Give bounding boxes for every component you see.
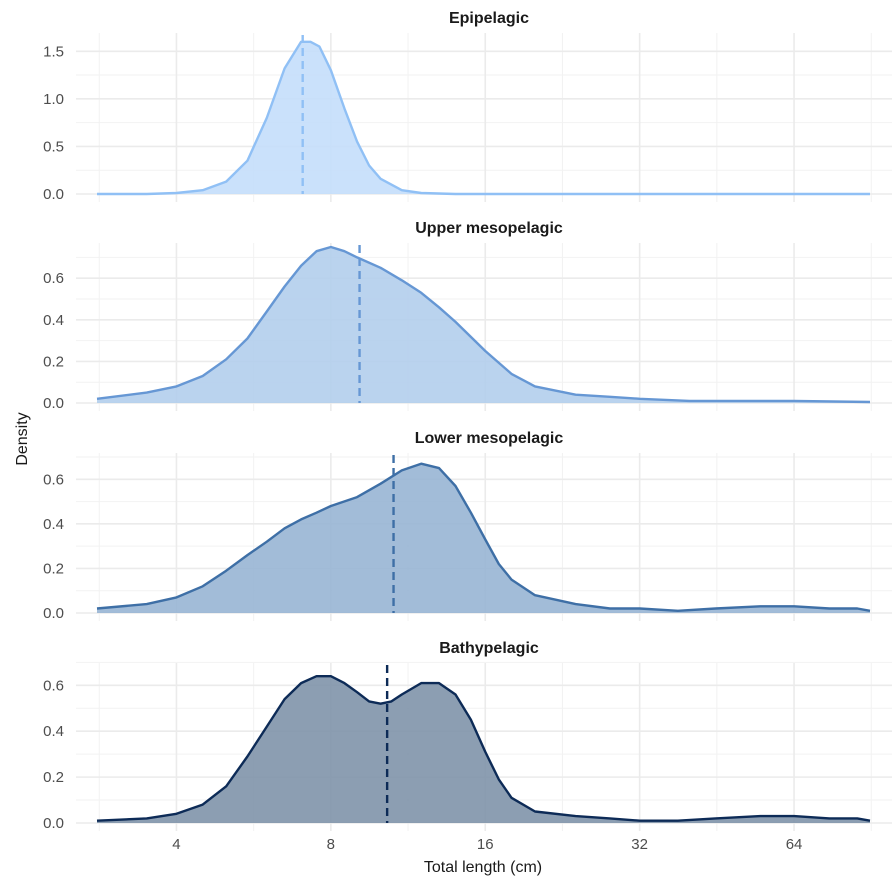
x-tick-label: 16: [477, 836, 494, 853]
panel-title: Bathypelagic: [439, 640, 539, 657]
density-line: [96, 675, 871, 822]
y-tick-label: 0.0: [43, 395, 64, 412]
panel-upper-mesopelagic: 0.0 0.2 0.4 0.6 Upper mesopelagic: [43, 220, 892, 412]
density-area: [97, 247, 870, 403]
x-tick-label: 64: [786, 836, 803, 853]
y-tick-label: 0.4: [43, 312, 64, 329]
y-tick-label: 0.5: [43, 138, 64, 155]
y-tick-label: 0.6: [43, 677, 64, 694]
y-tick-label: 1.0: [43, 91, 64, 108]
y-tick-label: 0.0: [43, 815, 64, 832]
x-tick-label: 4: [172, 836, 180, 853]
panel-title: Lower mesopelagic: [415, 430, 564, 447]
panel-epipelagic: 0.0 0.5 1.0 1.5 Epipelagic: [43, 10, 892, 203]
y-tick-label: 0.0: [43, 605, 64, 622]
panel-lower-mesopelagic: 0.0 0.2 0.4 0.6 Lower mesopelagic: [43, 430, 892, 622]
y-tick-label: 0.4: [43, 516, 64, 533]
density-line: [96, 245, 871, 404]
panel-title: Epipelagic: [449, 10, 529, 27]
density-line: [97, 40, 870, 196]
panel-title: Upper mesopelagic: [415, 220, 563, 237]
y-axis-title: Density: [14, 412, 31, 465]
x-tick-label: 32: [631, 836, 648, 853]
y-tick-label: 0.2: [43, 353, 64, 370]
y-tick-label: 0.0: [43, 186, 64, 203]
density-line: [96, 462, 871, 612]
y-tick-label: 0.6: [43, 471, 64, 488]
y-tick-label: 0.2: [43, 560, 64, 577]
y-tick-label: 1.5: [43, 43, 64, 60]
x-axis-title: Total length (cm): [424, 859, 542, 876]
y-tick-label: 0.6: [43, 270, 64, 287]
x-tick-label: 8: [327, 836, 335, 853]
density-area: [97, 41, 870, 194]
y-tick-label: 0.2: [43, 769, 64, 786]
panel-bathypelagic: 0.0 0.2 0.4 0.6 Bathypelagic: [43, 640, 892, 832]
y-tick-label: 0.4: [43, 723, 64, 740]
